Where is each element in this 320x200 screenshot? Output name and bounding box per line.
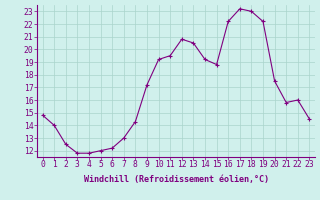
X-axis label: Windchill (Refroidissement éolien,°C): Windchill (Refroidissement éolien,°C) xyxy=(84,175,268,184)
